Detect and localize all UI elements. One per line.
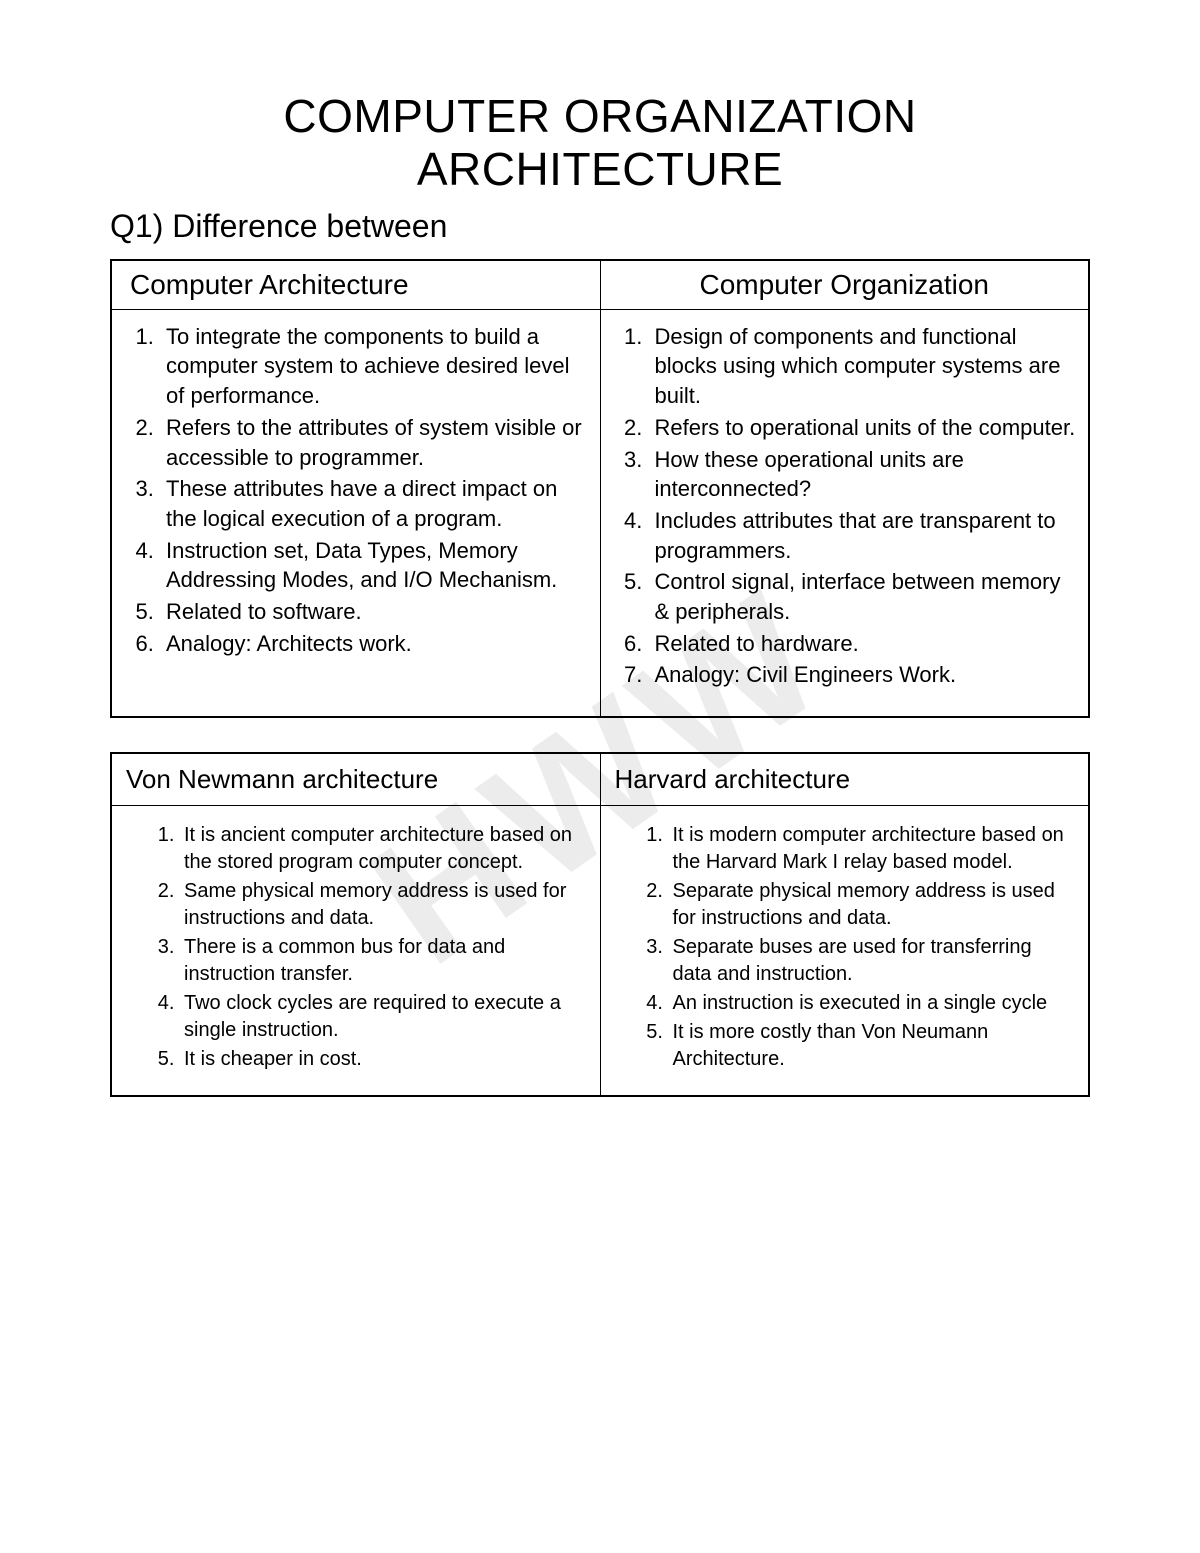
table1-header-right: Computer Organization [600, 260, 1089, 310]
list-item: It is cheaper in cost. [180, 1046, 582, 1073]
table2-right-list: It is modern computer architecture based… [619, 822, 1071, 1073]
comparison-table-2: Von Newmann architecture Harvard archite… [110, 752, 1090, 1097]
title-line-2: ARCHITECTURE [417, 143, 783, 195]
list-item: Related to software. [160, 597, 592, 627]
list-item: An instruction is executed in a single c… [669, 990, 1071, 1017]
list-item: These attributes have a direct impact on… [160, 474, 592, 533]
list-item: Analogy: Civil Engineers Work. [649, 660, 1081, 690]
title-line-1: COMPUTER ORGANIZATION [283, 90, 916, 142]
list-item: It is modern computer architecture based… [669, 822, 1071, 876]
table1-cell-right: Design of components and functional bloc… [600, 309, 1089, 717]
table1-header-left: Computer Architecture [111, 260, 600, 310]
table2-header-right: Harvard architecture [600, 753, 1089, 806]
list-item: There is a common bus for data and instr… [180, 934, 582, 988]
list-item: Separate physical memory address is used… [669, 878, 1071, 932]
comparison-table-1: Computer Architecture Computer Organizat… [110, 259, 1090, 718]
list-item: To integrate the components to build a c… [160, 322, 592, 411]
list-item: It is more costly than Von Neumann Archi… [669, 1019, 1071, 1073]
list-item: Control signal, interface between memory… [649, 567, 1081, 626]
list-item: Instruction set, Data Types, Memory Addr… [160, 536, 592, 595]
list-item: It is ancient computer architecture base… [180, 822, 582, 876]
document-content: COMPUTER ORGANIZATION ARCHITECTURE Q1) D… [110, 90, 1090, 1097]
list-item: Two clock cycles are required to execute… [180, 990, 582, 1044]
table2-cell-left: It is ancient computer architecture base… [111, 806, 600, 1097]
table2-cell-right: It is modern computer architecture based… [600, 806, 1089, 1097]
question-heading: Q1) Difference between [110, 208, 1090, 245]
table1-cell-left: To integrate the components to build a c… [111, 309, 600, 717]
table2-left-list: It is ancient computer architecture base… [130, 822, 582, 1073]
table1-left-list: To integrate the components to build a c… [120, 322, 592, 659]
list-item: Related to hardware. [649, 629, 1081, 659]
list-item: Refers to the attributes of system visib… [160, 413, 592, 472]
table1-right-list: Design of components and functional bloc… [609, 322, 1081, 690]
list-item: Same physical memory address is used for… [180, 878, 582, 932]
list-item: Analogy: Architects work. [160, 629, 592, 659]
list-item: Includes attributes that are transparent… [649, 506, 1081, 565]
list-item: Design of components and functional bloc… [649, 322, 1081, 411]
table2-header-left: Von Newmann architecture [111, 753, 600, 806]
list-item: Separate buses are used for transferring… [669, 934, 1071, 988]
list-item: Refers to operational units of the compu… [649, 413, 1081, 443]
list-item: How these operational units are intercon… [649, 445, 1081, 504]
main-title: COMPUTER ORGANIZATION ARCHITECTURE [110, 90, 1090, 196]
